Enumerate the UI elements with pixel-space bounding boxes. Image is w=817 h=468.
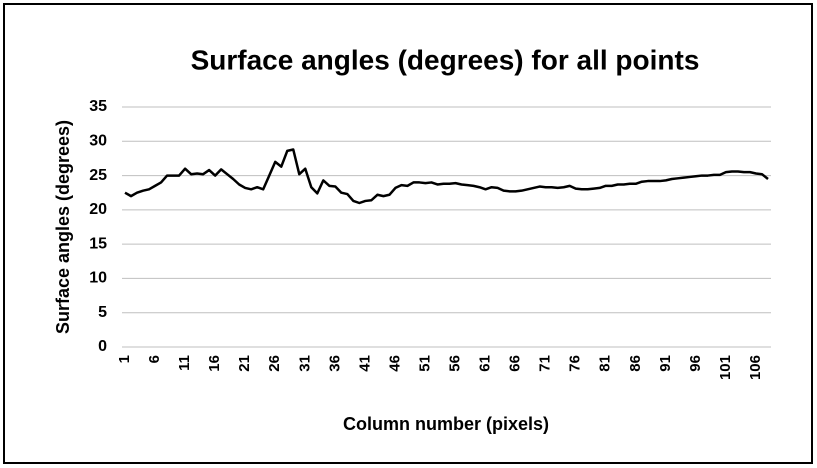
y-tick-label: 25 <box>89 167 107 184</box>
y-tick-label: 10 <box>89 270 107 287</box>
y-tick-label: 35 <box>89 98 107 115</box>
x-tick-label: 51 <box>416 355 433 372</box>
x-tick-label: 66 <box>507 355 524 372</box>
y-tick-label: 30 <box>89 133 107 150</box>
x-tick-label: 26 <box>266 355 283 372</box>
x-tick-label: 96 <box>687 355 704 372</box>
x-tick-label: 106 <box>747 355 764 380</box>
x-tick-label: 56 <box>446 355 463 372</box>
line-series <box>124 148 769 205</box>
x-tick-label: 81 <box>597 355 614 372</box>
chart-border <box>3 3 813 464</box>
x-tick-label: 101 <box>717 355 734 380</box>
y-tick-label: 15 <box>89 235 107 252</box>
x-tick-label: 1 <box>116 355 133 363</box>
x-tick-label: 71 <box>537 355 554 372</box>
x-tick-label: 91 <box>657 355 674 372</box>
y-axis-title: Surface angles (degrees) <box>53 120 73 334</box>
x-tick-label: 61 <box>477 355 494 372</box>
x-tick-label: 11 <box>176 355 193 371</box>
x-tick-label: 76 <box>567 355 584 372</box>
x-tick-label: 16 <box>206 355 223 372</box>
y-tick-label: 20 <box>89 201 107 218</box>
x-tick-label: 41 <box>356 355 373 372</box>
x-tick-label: 46 <box>386 355 403 372</box>
y-tick-label: 5 <box>98 304 107 321</box>
x-tick-label: 86 <box>627 355 644 372</box>
x-axis-title: Column number (pixels) <box>343 414 549 434</box>
x-tick-label: 21 <box>236 355 253 372</box>
x-tick-label: 36 <box>326 355 343 372</box>
x-tick-label: 6 <box>146 355 163 363</box>
y-tick-label: 0 <box>98 338 107 355</box>
x-tick-label: 31 <box>296 355 313 372</box>
chart-title: Surface angles (degrees) for all points <box>191 44 700 75</box>
